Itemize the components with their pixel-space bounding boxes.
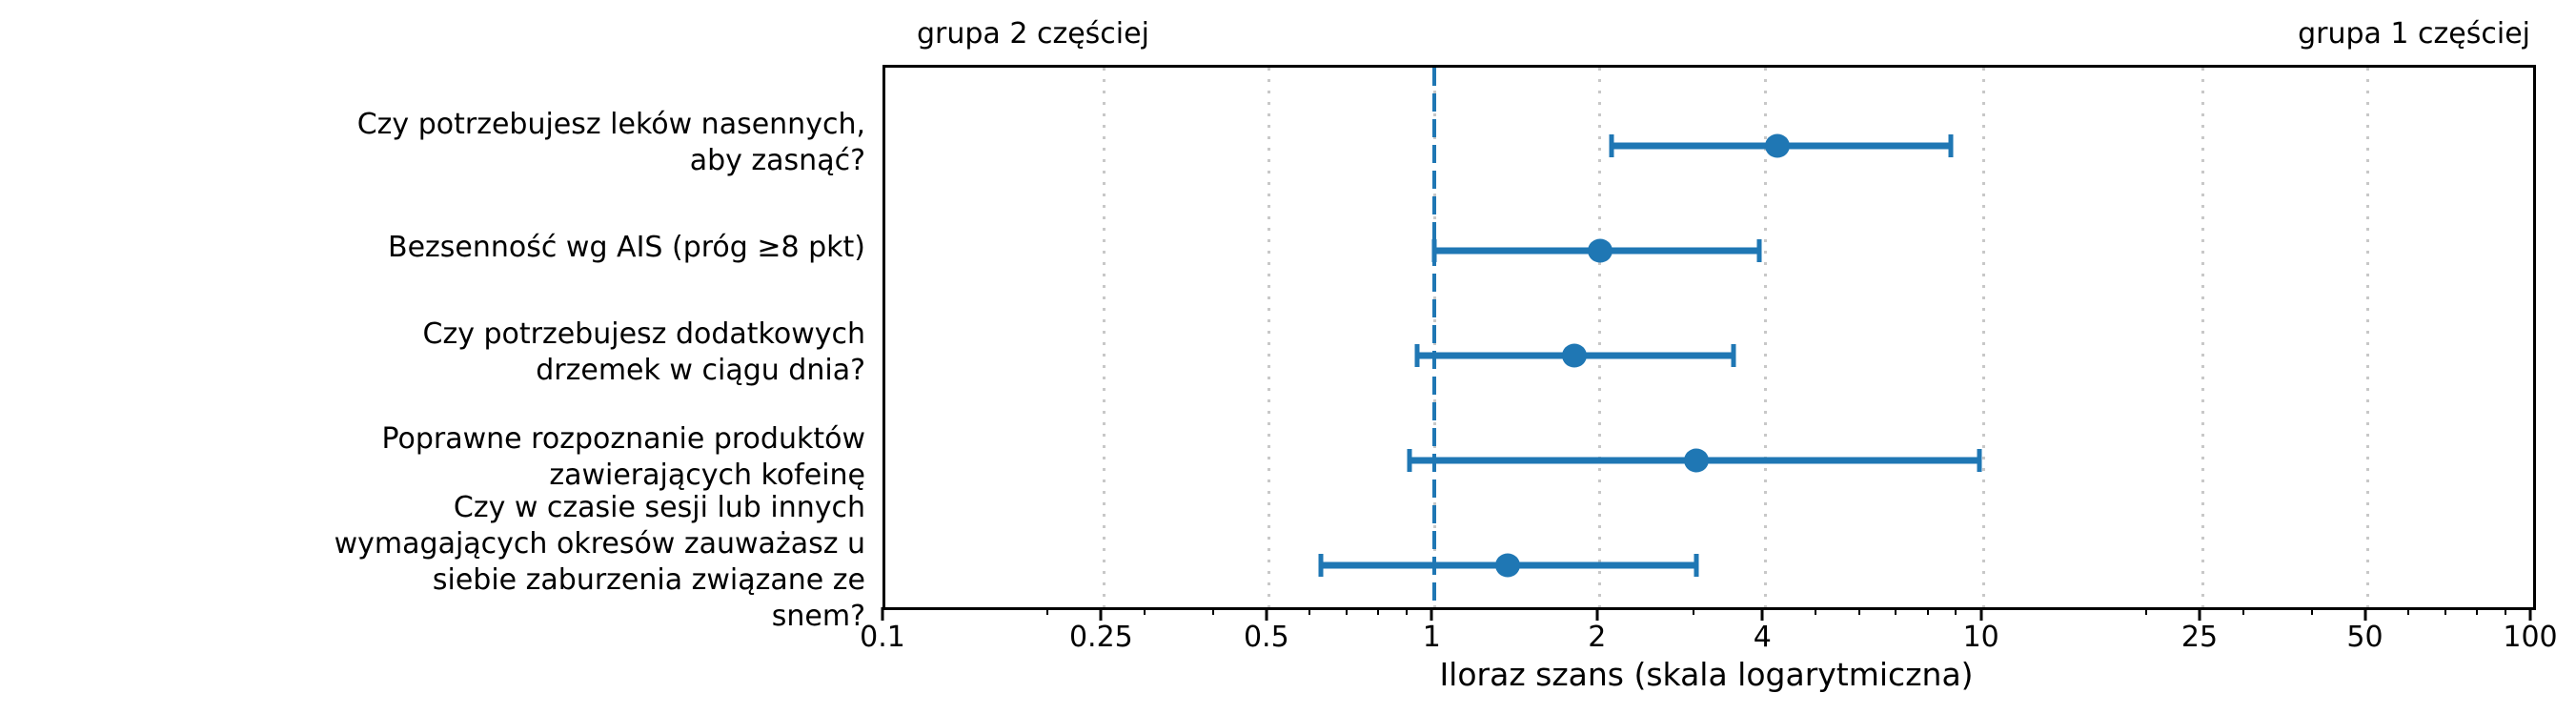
x-major-tick [1265,607,1268,621]
x-axis-title: Iloraz szans (skala logarytmiczna) [1439,656,1974,693]
category-label: Bezsenność wg AIS (próg ≥8 pkt) [388,231,865,264]
x-minor-tick [1405,607,1408,615]
gridline-x-25 [2201,68,2204,607]
gridline-x-0.25 [1102,68,1105,607]
x-major-tick [1595,607,1599,621]
x-major-tick [1979,607,1983,621]
x-tick-label: 2 [1588,621,1607,654]
odds-ratio-marker [1562,343,1588,368]
x-minor-tick [2476,607,2479,615]
ci-cap-high [1731,344,1736,367]
x-tick-label: 100 [2503,621,2558,654]
category-label: Czy potrzebujesz leków nasennych, aby za… [356,108,865,177]
ci-cap-high [1977,449,1982,472]
gridline-x-4 [1763,68,1767,607]
ci-cap-low [1318,554,1324,577]
reference-line [1432,68,1437,607]
x-minor-tick [1955,607,1957,615]
x-major-tick [1099,607,1103,621]
ci-cap-low [1414,344,1420,367]
right-direction-label: grupa 1 częściej [2298,17,2530,51]
y-axis-labels: Czy potrzebujesz leków nasennych, aby za… [0,0,865,714]
category-label: Poprawne rozpoznanie produktów zawierają… [381,422,866,492]
x-minor-tick [2504,607,2506,615]
x-minor-tick [2444,607,2446,615]
x-minor-tick [2145,607,2148,615]
x-minor-tick [1143,607,1146,615]
x-major-tick [1760,607,1764,621]
x-tick-label: 0.5 [1243,621,1289,654]
x-tick-label: 0.1 [860,621,905,654]
x-minor-tick [1211,607,1214,615]
x-minor-tick [1815,607,1817,615]
x-minor-tick [2310,607,2313,615]
ci-cap-low [1407,449,1412,472]
ci-cap-high [1948,134,1954,157]
x-major-tick [1430,607,1433,621]
x-tick-label: 25 [2180,621,2219,654]
ci-cap-low [1609,134,1614,157]
x-minor-tick [1926,607,1929,615]
gridline-x-2 [1598,68,1602,607]
x-tick-label: 0.25 [1068,621,1133,654]
plot-area [882,65,2536,610]
x-major-tick [2528,607,2532,621]
x-minor-tick [1046,607,1049,615]
ci-cap-high [1694,554,1699,577]
odds-ratio-marker [1587,238,1613,263]
x-tick-label: 4 [1753,621,1772,654]
left-direction-label: grupa 2 częściej [917,17,1149,51]
odds-ratio-marker [1495,553,1521,578]
category-label: Czy w czasie sesji lub innych wymagający… [334,491,865,633]
ci-cap-low [1431,239,1437,262]
x-tick-label: 1 [1422,621,1441,654]
x-minor-tick [1895,607,1897,615]
x-minor-tick [1693,607,1695,615]
odds-ratio-marker [1764,133,1790,158]
x-tick-label: 50 [2346,621,2383,654]
x-minor-tick [1857,607,1860,615]
category-label: Czy potrzebujesz dodatkowych drzemek w c… [422,317,866,387]
gridline-x-10 [1982,68,1986,607]
x-major-tick [881,607,884,621]
x-minor-tick [1346,607,1349,615]
x-minor-tick [2241,607,2244,615]
ci-cap-high [1756,239,1762,262]
x-minor-tick [2407,607,2410,615]
gridline-x-0.5 [1268,68,1271,607]
x-tick-label: 10 [1962,621,1999,654]
x-minor-tick [1377,607,1380,615]
odds-ratio-marker [1684,448,1710,473]
x-major-tick [2198,607,2201,621]
x-minor-tick [1308,607,1311,615]
x-major-tick [2363,607,2366,621]
gridline-x-50 [2366,68,2369,607]
